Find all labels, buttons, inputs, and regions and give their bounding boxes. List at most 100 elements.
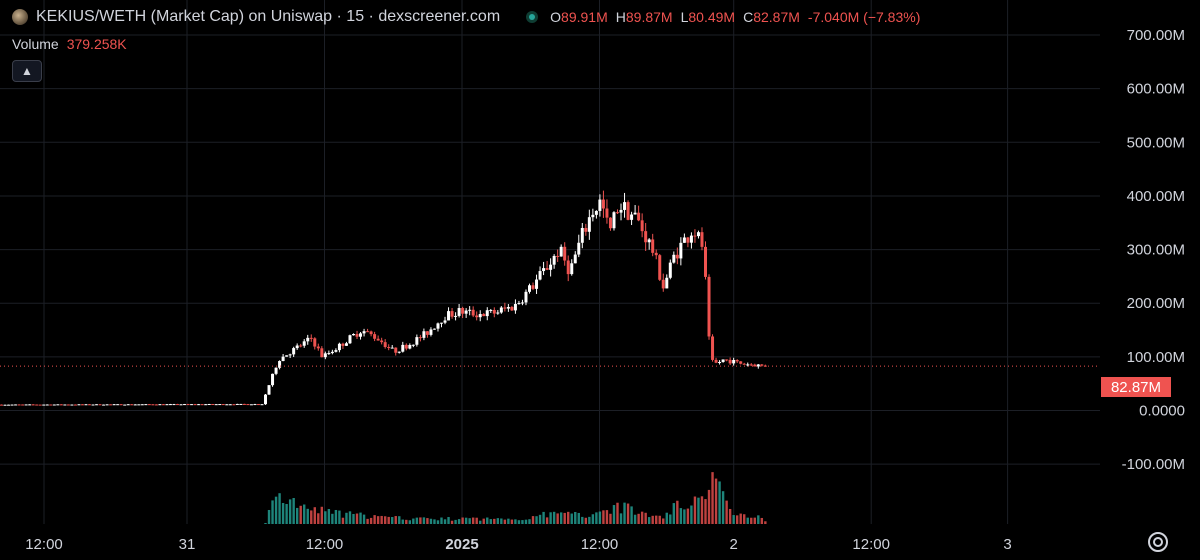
candle-body (17, 404, 21, 406)
volume-bar (285, 503, 288, 524)
volume-bar (588, 516, 591, 524)
volume-bar (711, 472, 714, 524)
volume-bar (457, 519, 461, 524)
candle-body (682, 237, 686, 243)
candle-body (154, 404, 158, 406)
candle-body (211, 404, 215, 406)
volume-bar (633, 514, 637, 524)
candle-body (366, 331, 370, 333)
candle-body (225, 404, 229, 406)
volume-bar (542, 511, 545, 524)
x-tick-label: 3 (1003, 536, 1011, 553)
volume-bar (567, 511, 570, 524)
volume-bar (355, 513, 359, 524)
open-value: 89.91M (561, 9, 608, 25)
candle-body (369, 331, 373, 335)
candle-body (242, 403, 246, 405)
candle-body (563, 246, 567, 261)
volume-bar (658, 515, 661, 524)
candle-body (52, 404, 56, 406)
candle-body (570, 263, 574, 275)
candle-body (204, 404, 208, 406)
volume-bar (574, 511, 577, 524)
candle-body (387, 346, 391, 348)
candle-body (429, 329, 433, 335)
volume-bar (422, 517, 426, 524)
candle-body (144, 404, 148, 406)
volume-bar (369, 517, 373, 524)
volume-bar (376, 516, 380, 524)
candle-body (38, 404, 42, 406)
volume-bar (281, 502, 285, 524)
candle-body (299, 345, 303, 347)
x-tick-label: 12:00 (25, 536, 63, 553)
candle-body (161, 404, 165, 406)
candle-body (133, 404, 137, 406)
token-logo-icon (12, 9, 28, 25)
candle-body (88, 404, 91, 406)
volume-bar (619, 513, 623, 524)
volume-bar (274, 496, 278, 524)
market-status-icon (526, 11, 539, 23)
volume-bar (359, 512, 362, 524)
candle-body (756, 364, 760, 367)
high-value: 89.87M (625, 9, 673, 25)
y-tick-label: 500.00M (1127, 134, 1185, 151)
candle-body (235, 403, 239, 405)
candle-body (753, 364, 757, 367)
candle-body (285, 355, 289, 357)
volume-bar (750, 517, 753, 524)
volume-bar (500, 518, 503, 524)
candle-body (482, 314, 486, 317)
volume-bar (743, 514, 746, 524)
volume-bar (419, 517, 422, 524)
candle-body (7, 404, 11, 406)
x-tick-label: 12:00 (852, 536, 890, 553)
candle-body (112, 404, 116, 406)
volume-bar (454, 519, 457, 524)
volume-bar (324, 511, 327, 524)
candle-body (746, 364, 750, 366)
volume-bar (760, 517, 764, 524)
candle-body (373, 334, 377, 339)
candle-body (179, 404, 183, 406)
candle-body (95, 404, 99, 406)
candle-body (496, 312, 500, 314)
volume-bar (387, 516, 390, 524)
candle-body (28, 404, 32, 406)
candle-body (672, 254, 676, 263)
volume-bar (464, 517, 468, 524)
volume-bar (640, 511, 644, 524)
candle-body (239, 403, 243, 405)
candle-body (531, 285, 535, 289)
volume-bar (535, 516, 538, 524)
volume-bar (313, 507, 316, 524)
candle-body (45, 404, 49, 406)
candle-body (256, 404, 260, 406)
volume-bar (721, 491, 725, 524)
candle-body (267, 385, 271, 395)
candle-body (528, 285, 531, 292)
volume-bar (697, 497, 700, 524)
collapse-legend-button[interactable]: ▲ (12, 60, 42, 82)
volume-bar (662, 518, 665, 524)
volume-bar (295, 507, 299, 524)
candle-body (84, 404, 88, 406)
candle-body (341, 343, 345, 346)
volume-bar (732, 515, 735, 524)
candle-body (91, 404, 95, 406)
candle-body (556, 255, 560, 257)
gear-icon[interactable] (1148, 532, 1168, 552)
candle-body (330, 351, 334, 354)
candle-body (232, 404, 236, 406)
candle-body (137, 404, 141, 406)
volume-bar (707, 489, 711, 524)
candle-body (63, 404, 67, 406)
volume-bar (475, 517, 478, 524)
candle-body (689, 235, 693, 243)
volume-bar (647, 517, 651, 524)
volume-bar (672, 503, 676, 524)
candle-body (447, 311, 451, 321)
candle-body (623, 202, 627, 210)
